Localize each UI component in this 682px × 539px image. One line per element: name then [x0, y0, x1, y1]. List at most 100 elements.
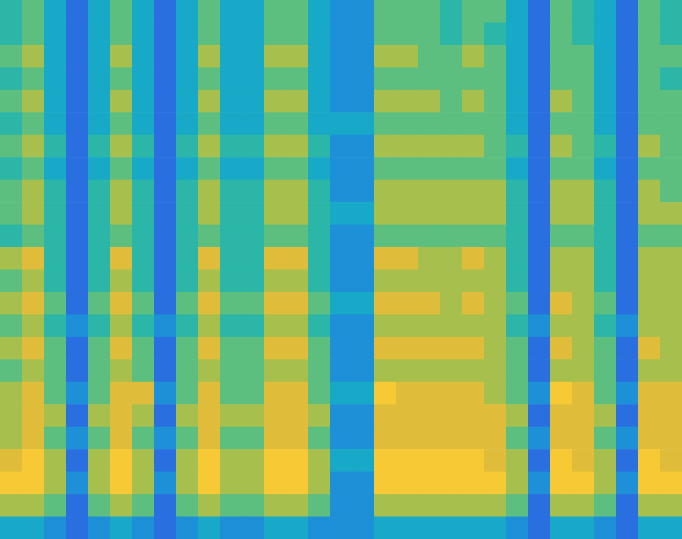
cell	[418, 90, 441, 113]
cell	[308, 157, 331, 180]
cell	[440, 494, 463, 517]
cell	[154, 45, 177, 68]
cell	[638, 449, 661, 472]
cell	[506, 135, 529, 158]
cell	[44, 472, 67, 495]
cell	[132, 359, 155, 382]
cell	[110, 292, 133, 315]
cell	[88, 157, 111, 180]
cell	[572, 517, 595, 539]
cell	[220, 45, 243, 68]
cell	[550, 427, 573, 450]
cell	[22, 22, 45, 45]
cell	[506, 382, 529, 405]
cell	[330, 404, 353, 427]
cell	[462, 292, 485, 315]
cell	[484, 382, 507, 405]
cell	[440, 314, 463, 337]
cell	[0, 225, 23, 248]
cell	[198, 427, 221, 450]
cell	[374, 494, 397, 517]
cell	[374, 337, 397, 360]
cell	[462, 45, 485, 68]
cell	[66, 449, 89, 472]
cell	[330, 472, 353, 495]
cell	[66, 180, 89, 203]
cell	[308, 0, 331, 23]
cell	[352, 382, 375, 405]
cell	[330, 0, 353, 23]
cell	[154, 247, 177, 270]
cell	[506, 292, 529, 315]
cell	[330, 314, 353, 337]
cell	[198, 157, 221, 180]
cell	[638, 67, 661, 90]
cell	[660, 517, 682, 539]
cell	[528, 90, 551, 113]
cell	[660, 135, 682, 158]
cell	[572, 314, 595, 337]
cell	[264, 90, 287, 113]
cell	[550, 45, 573, 68]
cell	[66, 404, 89, 427]
cell	[418, 202, 441, 225]
cell	[440, 472, 463, 495]
cell	[484, 247, 507, 270]
cell	[88, 180, 111, 203]
cell	[198, 202, 221, 225]
cell	[198, 359, 221, 382]
cell	[44, 292, 67, 315]
cell	[132, 202, 155, 225]
cell	[418, 45, 441, 68]
cell	[66, 202, 89, 225]
cell	[220, 449, 243, 472]
cell	[44, 180, 67, 203]
cell	[352, 247, 375, 270]
cell	[462, 337, 485, 360]
cell	[462, 180, 485, 203]
cell	[638, 247, 661, 270]
cell	[616, 314, 639, 337]
cell	[198, 270, 221, 293]
cell	[616, 494, 639, 517]
cell	[220, 180, 243, 203]
cell	[220, 67, 243, 90]
cell	[572, 359, 595, 382]
cell	[440, 157, 463, 180]
cell	[220, 427, 243, 450]
cell	[616, 404, 639, 427]
cell	[396, 270, 419, 293]
cell	[22, 225, 45, 248]
cell	[176, 112, 199, 135]
cell	[550, 337, 573, 360]
cell	[506, 157, 529, 180]
cell	[616, 45, 639, 68]
cell	[198, 337, 221, 360]
cell	[374, 67, 397, 90]
cell	[242, 404, 265, 427]
cell	[616, 0, 639, 23]
cell	[594, 225, 617, 248]
cell	[440, 270, 463, 293]
cell	[506, 202, 529, 225]
cell	[440, 517, 463, 539]
cell	[616, 202, 639, 225]
cell	[198, 0, 221, 23]
cell	[286, 45, 309, 68]
cell	[198, 45, 221, 68]
cell	[22, 67, 45, 90]
cell	[22, 427, 45, 450]
cell	[66, 90, 89, 113]
cell	[176, 427, 199, 450]
cell	[374, 112, 397, 135]
cell	[22, 517, 45, 539]
cell	[0, 517, 23, 539]
cell	[88, 270, 111, 293]
cell	[220, 270, 243, 293]
cell	[616, 90, 639, 113]
cell	[110, 112, 133, 135]
cell	[616, 180, 639, 203]
cell	[264, 202, 287, 225]
cell	[506, 67, 529, 90]
cell	[418, 270, 441, 293]
